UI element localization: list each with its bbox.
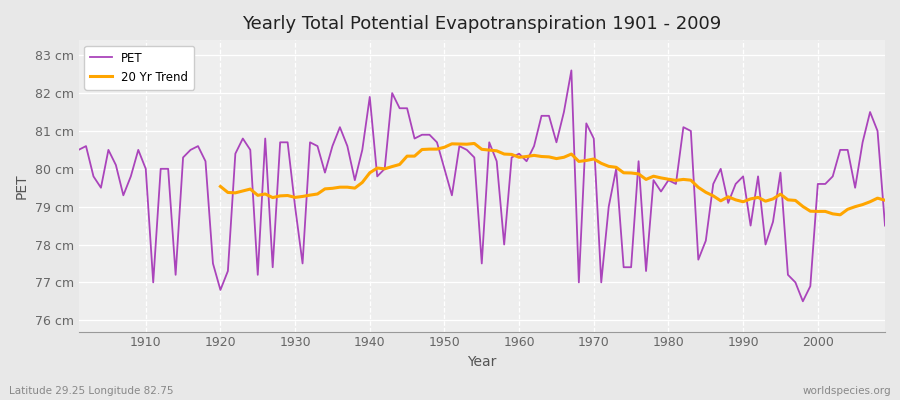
X-axis label: Year: Year xyxy=(467,355,497,369)
Legend: PET, 20 Yr Trend: PET, 20 Yr Trend xyxy=(85,46,194,90)
20 Yr Trend xyxy=(865,199,876,204)
20 Yr Trend xyxy=(417,147,428,152)
Line: PET: PET xyxy=(78,70,885,301)
PET xyxy=(73,148,84,152)
20 Yr Trend xyxy=(835,212,846,217)
20 Yr Trend xyxy=(469,141,480,146)
Text: Latitude 29.25 Longitude 82.75: Latitude 29.25 Longitude 82.75 xyxy=(9,386,174,396)
PET xyxy=(566,68,577,73)
Line: 20 Yr Trend: 20 Yr Trend xyxy=(220,144,885,215)
PET xyxy=(297,261,308,266)
20 Yr Trend xyxy=(790,198,801,203)
PET xyxy=(514,151,525,156)
20 Yr Trend xyxy=(879,198,890,203)
20 Yr Trend xyxy=(304,193,315,198)
Y-axis label: PET: PET xyxy=(15,173,29,199)
PET xyxy=(611,166,622,171)
20 Yr Trend xyxy=(775,192,786,196)
20 Yr Trend xyxy=(686,178,697,182)
PET xyxy=(133,148,144,152)
Text: worldspecies.org: worldspecies.org xyxy=(803,386,891,396)
20 Yr Trend xyxy=(215,184,226,189)
PET xyxy=(342,144,353,148)
PET xyxy=(879,223,890,228)
PET xyxy=(797,299,808,304)
Title: Yearly Total Potential Evapotranspiration 1901 - 2009: Yearly Total Potential Evapotranspiratio… xyxy=(242,15,722,33)
PET xyxy=(506,155,517,160)
